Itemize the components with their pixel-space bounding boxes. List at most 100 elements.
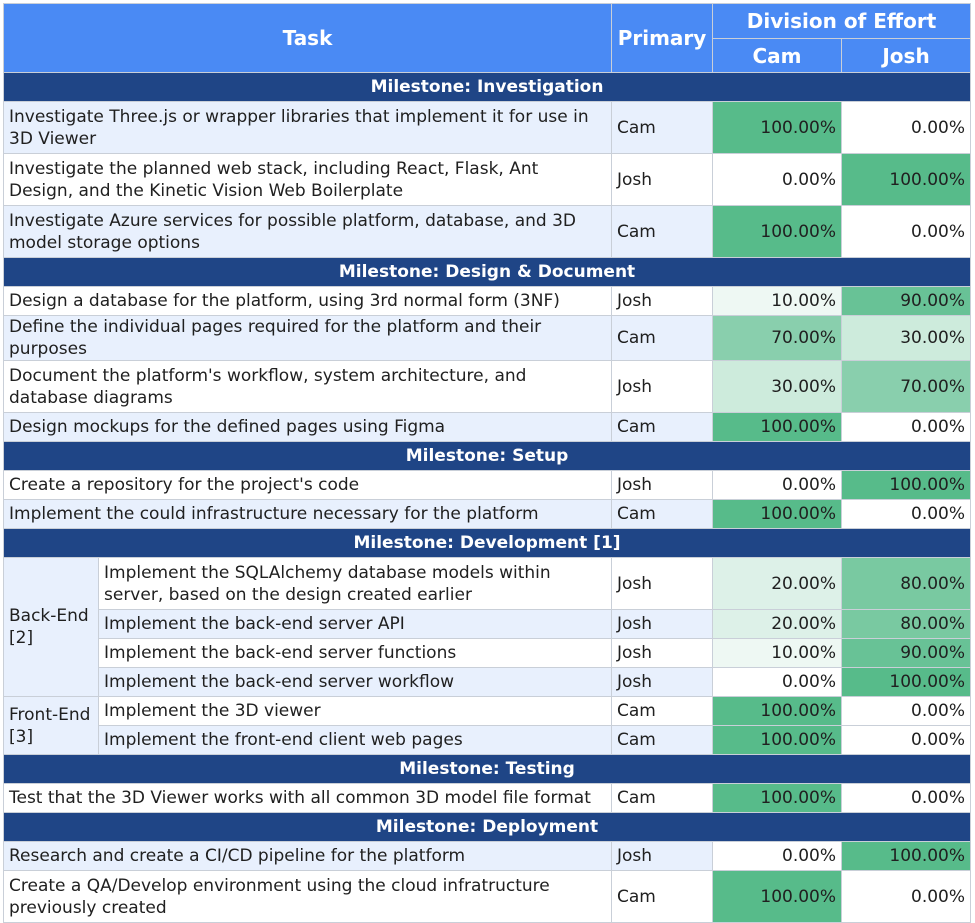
task-cell: Implement the back-end server API [97, 609, 613, 639]
task-cell: Implement the back-end server workflow [97, 667, 613, 697]
table-row: Test that the 3D Viewer works with all c… [2, 783, 972, 813]
milestone-title: Milestone: Design & Document [2, 257, 972, 287]
task-cell: Investigate Azure services for possible … [2, 205, 613, 258]
josh-effort-cell: 0.00% [841, 412, 972, 442]
table-row: Implement the could infrastructure neces… [2, 499, 972, 529]
cam-effort-cell: 20.00% [712, 609, 843, 639]
primary-cell: Josh [611, 609, 714, 639]
table-row: Implement the back-end server API Josh 20.… [4, 609, 972, 639]
primary-cell: Josh [611, 841, 714, 871]
primary-cell: Cam [611, 499, 714, 529]
header-cam: Cam [712, 38, 843, 73]
table-row: Investigate Three.js or wrapper librarie… [2, 101, 972, 154]
group-label: Front-End [3] [3, 696, 99, 755]
primary-cell: Josh [611, 286, 714, 316]
cam-effort-cell: 10.00% [712, 286, 843, 316]
cam-effort-cell: 0.00% [712, 153, 843, 206]
josh-effort-cell: 100.00% [841, 667, 972, 697]
table-row: Front-End [3] Implement the 3D viewer Cam 1… [3, 696, 972, 755]
milestone-row: Milestone: Testing [2, 754, 972, 784]
cam-effort-cell: 100.00% [712, 205, 843, 258]
table-row: Create a repository for the project's co… [2, 470, 972, 500]
task-cell: Implement the front-end client web pages [97, 725, 613, 755]
primary-cell: Cam [611, 725, 714, 755]
milestone-title: Milestone: Investigation [2, 72, 972, 102]
josh-effort-cell: 70.00% [841, 360, 972, 413]
cam-effort-cell: 100.00% [712, 101, 843, 154]
group-label: Back-End [2] [3, 557, 99, 697]
milestone-title: Milestone: Development [1] [2, 528, 972, 558]
milestone-row: Milestone: Investigation [2, 72, 972, 102]
josh-effort-cell: 100.00% [841, 841, 972, 871]
primary-cell: Cam [611, 870, 714, 923]
primary-cell: Josh [611, 557, 714, 610]
cam-effort-cell: 0.00% [712, 470, 843, 500]
josh-effort-cell: 0.00% [841, 499, 972, 529]
milestone-title: Milestone: Deployment [2, 812, 972, 842]
milestone-row: Milestone: Design & Document [2, 257, 972, 287]
cam-effort-cell: 100.00% [712, 696, 843, 726]
task-cell: Investigate Three.js or wrapper librarie… [2, 101, 613, 154]
primary-cell: Josh [611, 470, 714, 500]
josh-effort-cell: 0.00% [841, 205, 972, 258]
cam-effort-cell: 70.00% [712, 315, 843, 361]
task-cell: Design a database for the platform, usin… [2, 286, 613, 316]
task-cell: Create a repository for the project's co… [2, 470, 613, 500]
josh-effort-cell: 90.00% [841, 286, 972, 316]
josh-effort-cell: 90.00% [841, 638, 972, 668]
primary-cell: Cam [611, 696, 714, 726]
josh-effort-cell: 0.00% [841, 696, 972, 726]
josh-effort-cell: 30.00% [841, 315, 972, 361]
primary-cell: Cam [611, 315, 714, 361]
effort-table: Task Primary Division of Effort Cam Josh… [2, 3, 972, 923]
cam-effort-cell: 30.00% [712, 360, 843, 413]
table-row: Design mockups for the defined pages usi… [2, 412, 972, 442]
cam-effort-cell: 100.00% [712, 725, 843, 755]
josh-effort-cell: 0.00% [841, 870, 972, 923]
primary-cell: Josh [611, 638, 714, 668]
task-cell: Research and create a CI/CD pipeline for… [2, 841, 613, 871]
cam-effort-cell: 100.00% [712, 499, 843, 529]
task-cell: Document the platform's workflow, system… [2, 360, 613, 413]
cam-effort-cell: 100.00% [712, 870, 843, 923]
table-row: Document the platform's workflow, system… [2, 360, 972, 413]
table-row: Investigate Azure services for possible … [2, 205, 972, 258]
header-primary: Primary [611, 3, 714, 73]
table-row: Research and create a CI/CD pipeline for… [2, 841, 972, 871]
table-row: Define the individual pages required for… [2, 315, 972, 361]
milestone-title: Milestone: Testing [2, 754, 972, 784]
table-row: Investigate the planned web stack, inclu… [2, 153, 972, 206]
task-cell: Design mockups for the defined pages usi… [2, 412, 613, 442]
milestone-row: Milestone: Setup [2, 441, 972, 471]
primary-cell: Cam [611, 205, 714, 258]
header-division-of-effort: Division of Effort [712, 3, 972, 39]
primary-cell: Cam [611, 783, 714, 813]
cam-effort-cell: 0.00% [712, 841, 843, 871]
task-cell: Investigate the planned web stack, inclu… [2, 153, 613, 206]
josh-effort-cell: 100.00% [841, 470, 972, 500]
josh-effort-cell: 80.00% [841, 609, 972, 639]
josh-effort-cell: 100.00% [841, 153, 972, 206]
header-josh: Josh [841, 38, 972, 73]
task-cell: Implement the back-end server functions [97, 638, 613, 668]
primary-cell: Josh [611, 360, 714, 413]
primary-cell: Josh [611, 667, 714, 697]
table-row: Back-End [2] Implement the SQLAlchemy dat… [3, 557, 972, 697]
task-cell: Implement the SQLAlchemy database models… [97, 557, 613, 610]
task-cell: Define the individual pages required for… [2, 315, 613, 361]
josh-effort-cell: 80.00% [841, 557, 972, 610]
table-body: Milestone: Investigation Investigate Thre… [2, 72, 972, 923]
task-cell: Create a QA/Develop environment using th… [2, 870, 613, 923]
table-row: Create a QA/Develop environment using th… [2, 870, 972, 923]
task-cell: Test that the 3D Viewer works with all c… [2, 783, 613, 813]
cam-effort-cell: 100.00% [712, 412, 843, 442]
milestone-title: Milestone: Setup [2, 441, 972, 471]
primary-cell: Cam [611, 101, 714, 154]
table-row: Implement the back-end server functions J… [4, 638, 972, 668]
primary-cell: Cam [611, 412, 714, 442]
cam-effort-cell: 10.00% [712, 638, 843, 668]
josh-effort-cell: 0.00% [841, 725, 972, 755]
cam-effort-cell: 20.00% [712, 557, 843, 610]
table-row: Design a database for the platform, usin… [2, 286, 972, 316]
table-row: Implement the front-end client web pages… [4, 725, 972, 755]
